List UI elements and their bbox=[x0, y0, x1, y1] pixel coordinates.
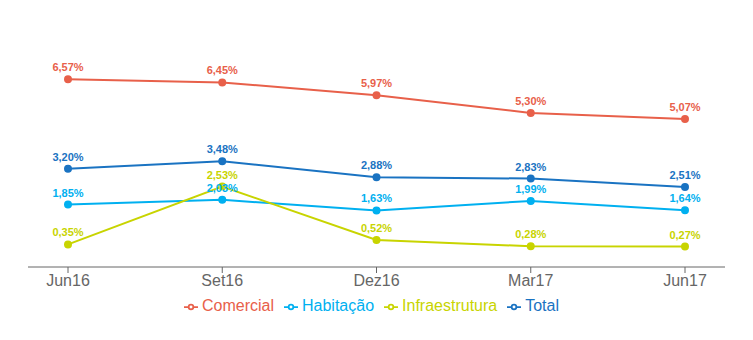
svg-text:2,53%: 2,53% bbox=[207, 169, 238, 181]
svg-text:2,51%: 2,51% bbox=[669, 169, 700, 181]
html-text:Infraestrutura: Infraestrutura bbox=[402, 297, 498, 314]
svg-text:1,64%: 1,64% bbox=[669, 192, 700, 204]
svg-text:5,07%: 5,07% bbox=[669, 101, 700, 113]
svg-text:2,88%: 2,88% bbox=[361, 159, 392, 171]
svg-text:5,30%: 5,30% bbox=[515, 95, 546, 107]
svg-text:3,20%: 3,20% bbox=[52, 151, 83, 163]
svg-text:2,83%: 2,83% bbox=[515, 161, 546, 173]
svg-text:0,52%: 0,52% bbox=[361, 222, 392, 234]
html-text:Habitação: Habitação bbox=[302, 297, 374, 314]
svg-text:2,03%: 2,03% bbox=[207, 182, 238, 194]
html-text:Comercial: Comercial bbox=[202, 297, 274, 314]
svg-text:Dez16: Dez16 bbox=[353, 272, 399, 289]
svg-text:Set16: Set16 bbox=[201, 272, 243, 289]
svg-text:Jun17: Jun17 bbox=[663, 272, 707, 289]
svg-text:0,35%: 0,35% bbox=[52, 226, 83, 238]
svg-text:0,27%: 0,27% bbox=[669, 229, 700, 241]
svg-text:3,48%: 3,48% bbox=[207, 143, 238, 155]
svg-text:Jun16: Jun16 bbox=[46, 272, 90, 289]
svg-text:5,97%: 5,97% bbox=[361, 77, 392, 89]
svg-text:1,99%: 1,99% bbox=[515, 183, 546, 195]
svg-text:0,28%: 0,28% bbox=[515, 228, 546, 240]
html-text:Total: Total bbox=[525, 297, 559, 314]
svg-text:6,57%: 6,57% bbox=[52, 61, 83, 73]
svg-text:6,45%: 6,45% bbox=[207, 64, 238, 76]
svg-text:1,85%: 1,85% bbox=[52, 187, 83, 199]
svg-text:Mar17: Mar17 bbox=[508, 272, 553, 289]
svg-text:1,63%: 1,63% bbox=[361, 192, 392, 204]
